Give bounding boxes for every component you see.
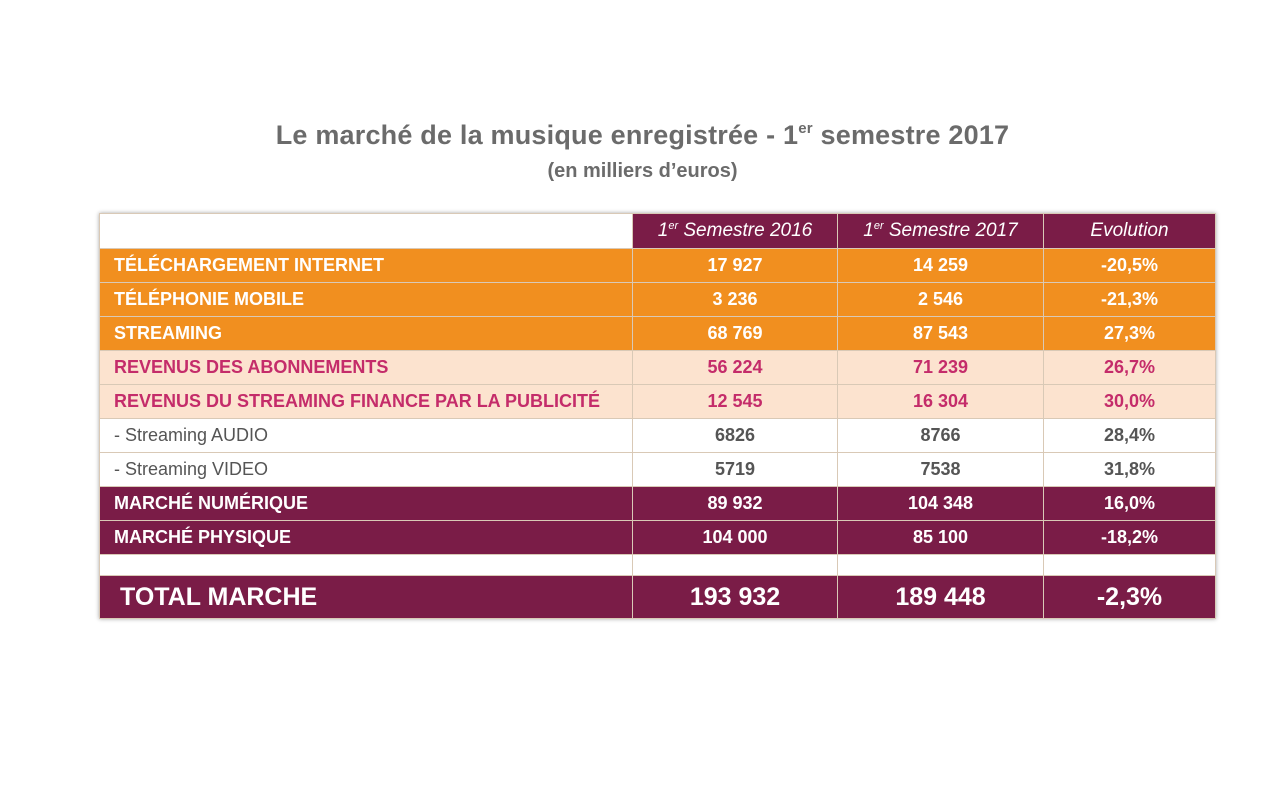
value-2017: 2 546 xyxy=(837,282,1044,317)
page-title: Le marché de la musique enregistrée - 1e… xyxy=(0,120,1285,151)
row-label: - Streaming VIDEO xyxy=(99,452,633,487)
table-row: - Streaming VIDEO 5719 7538 31,8% xyxy=(99,452,1216,487)
title-end: semestre 2017 xyxy=(812,120,1010,150)
total-value-2016: 193 932 xyxy=(632,575,838,619)
total-evolution: -2,3% xyxy=(1043,575,1216,619)
header-evolution: Evolution xyxy=(1043,213,1216,249)
value-2017: 16 304 xyxy=(837,384,1044,419)
value-2016: 89 932 xyxy=(632,486,838,521)
row-label: MARCHÉ NUMÉRIQUE xyxy=(99,486,633,521)
evolution-value: 31,8% xyxy=(1043,452,1216,487)
table-row: TÉLÉCHARGEMENT INTERNET 17 927 14 259 -2… xyxy=(99,248,1216,283)
header-semestre-2017: 1er Semestre 2017 xyxy=(837,213,1044,249)
value-2017: 8766 xyxy=(837,418,1044,453)
evolution-value: 30,0% xyxy=(1043,384,1216,419)
total-row: TOTAL MARCHE 193 932 189 448 -2,3% xyxy=(99,575,1216,619)
table-row: MARCHÉ PHYSIQUE 104 000 85 100 -18,2% xyxy=(99,520,1216,555)
evolution-value: 28,4% xyxy=(1043,418,1216,453)
value-2016: 56 224 xyxy=(632,350,838,385)
evolution-value: 27,3% xyxy=(1043,316,1216,351)
value-2016: 5719 xyxy=(632,452,838,487)
row-label: STREAMING xyxy=(99,316,633,351)
value-2017: 7538 xyxy=(837,452,1044,487)
table-row: REVENUS DES ABONNEMENTS 56 224 71 239 26… xyxy=(99,350,1216,385)
row-label: TÉLÉPHONIE MOBILE xyxy=(99,282,633,317)
header-semestre-2016: 1er Semestre 2016 xyxy=(632,213,838,249)
evolution-value: -18,2% xyxy=(1043,520,1216,555)
row-label: REVENUS DES ABONNEMENTS xyxy=(99,350,633,385)
market-table: 1er Semestre 2016 1er Semestre 2017 Evol… xyxy=(99,213,1216,619)
header-blank-cell xyxy=(99,213,633,249)
total-label: TOTAL MARCHE xyxy=(99,575,633,619)
value-2017: 71 239 xyxy=(837,350,1044,385)
table-row: TÉLÉPHONIE MOBILE 3 236 2 546 -21,3% xyxy=(99,282,1216,317)
title-superscript: er xyxy=(798,120,813,137)
table-spacer-row xyxy=(99,554,1216,576)
table-row: STREAMING 68 769 87 543 27,3% xyxy=(99,316,1216,351)
value-2017: 104 348 xyxy=(837,486,1044,521)
value-2017: 87 543 xyxy=(837,316,1044,351)
value-2017: 85 100 xyxy=(837,520,1044,555)
row-label: REVENUS DU STREAMING FINANCE PAR LA PUBL… xyxy=(99,384,633,419)
table-row: MARCHÉ NUMÉRIQUE 89 932 104 348 16,0% xyxy=(99,486,1216,521)
evolution-value: 16,0% xyxy=(1043,486,1216,521)
value-2016: 104 000 xyxy=(632,520,838,555)
evolution-value: -20,5% xyxy=(1043,248,1216,283)
total-value-2017: 189 448 xyxy=(837,575,1044,619)
title-main: Le marché de la musique enregistrée - 1 xyxy=(275,120,799,150)
page-subtitle: (en milliers d’euros) xyxy=(547,160,738,182)
value-2016: 68 769 xyxy=(632,316,838,351)
table-row: - Streaming AUDIO 6826 8766 28,4% xyxy=(99,418,1216,453)
value-2016: 17 927 xyxy=(632,248,838,283)
value-2016: 3 236 xyxy=(632,282,838,317)
value-2017: 14 259 xyxy=(837,248,1044,283)
table-row: REVENUS DU STREAMING FINANCE PAR LA PUBL… xyxy=(99,384,1216,419)
table-header-row: 1er Semestre 2016 1er Semestre 2017 Evol… xyxy=(99,213,1216,249)
row-label: - Streaming AUDIO xyxy=(99,418,633,453)
evolution-value: 26,7% xyxy=(1043,350,1216,385)
row-label: MARCHÉ PHYSIQUE xyxy=(99,520,633,555)
evolution-value: -21,3% xyxy=(1043,282,1216,317)
value-2016: 12 545 xyxy=(632,384,838,419)
value-2016: 6826 xyxy=(632,418,838,453)
row-label: TÉLÉCHARGEMENT INTERNET xyxy=(99,248,633,283)
